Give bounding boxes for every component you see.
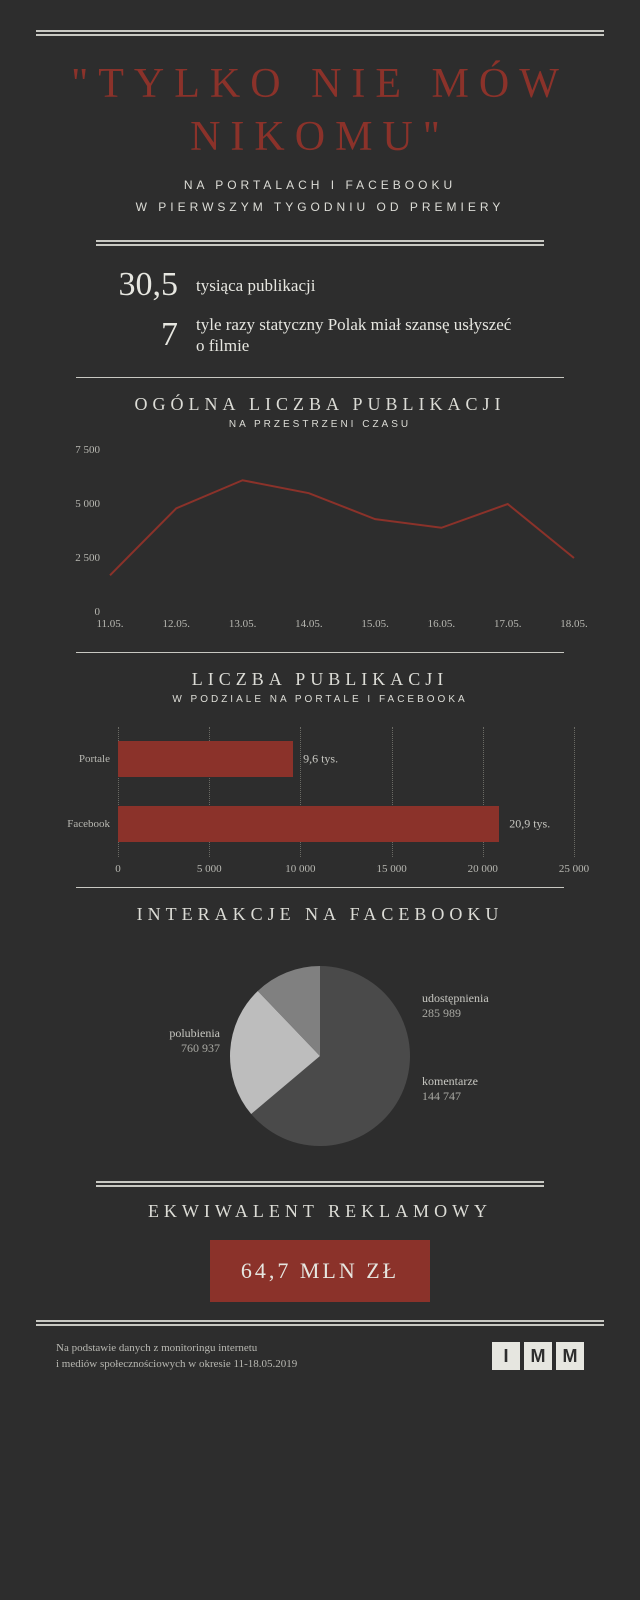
barchart-category: Facebook (56, 818, 110, 830)
barchart-value-label: 20,9 tys. (509, 817, 550, 832)
stat-value: 7 (76, 316, 196, 354)
subtitle-line-1: NA PORTALACH I FACEBOOKU (184, 178, 456, 192)
barchart-bar (118, 806, 499, 842)
linechart-title: OGÓLNA LICZBA PUBLIKACJI (36, 394, 604, 415)
barchart-x-tick: 0 (93, 863, 143, 875)
ave-title: EKWIWALENT REKLAMOWY (36, 1201, 604, 1222)
page-subtitle: NA PORTALACH I FACEBOOKU W PIERWSZYM TYG… (36, 175, 604, 218)
piechart-title: INTERAKCJE NA FACEBOOKU (36, 904, 604, 925)
logo-letter: M (524, 1342, 552, 1370)
stat-label: tyle razy statyczny Polak miał szansę us… (196, 314, 516, 357)
divider (76, 887, 564, 888)
bar-chart: 05 00010 00015 00020 00025 000Portale9,6… (56, 721, 584, 881)
title-rule (96, 240, 544, 246)
key-stats: 30,5 tysiąca publikacji 7 tyle razy stat… (76, 266, 564, 357)
divider (96, 1181, 544, 1187)
page-title: "TYLKO NIE MÓW NIKOMU" (36, 58, 604, 163)
footer-line-1: Na podstawie danych z monitoringu intern… (56, 1342, 257, 1354)
barchart-bar (118, 741, 293, 777)
barchart-value-label: 9,6 tys. (303, 752, 338, 767)
subtitle-line-2: W PIERWSZYM TYGODNIU OD PREMIERY (136, 200, 505, 214)
barchart-subtitle: W PODZIALE NA PORTALE I FACEBOOKA (36, 694, 604, 705)
footer-text: Na podstawie danych z monitoringu intern… (56, 1340, 297, 1373)
barchart-x-tick: 10 000 (275, 863, 325, 875)
stat-row: 30,5 tysiąca publikacji (76, 266, 564, 304)
logo-letter: I (492, 1342, 520, 1370)
logo-letter: M (556, 1342, 584, 1370)
top-rule (36, 30, 604, 36)
footer-line-2: i mediów społecznościowych w okresie 11-… (56, 1358, 297, 1370)
bottom-rule (36, 1320, 604, 1326)
barchart-x-tick: 25 000 (549, 863, 599, 875)
footer: Na podstawie danych z monitoringu intern… (56, 1340, 584, 1373)
barchart-x-tick: 5 000 (184, 863, 234, 875)
barchart-x-tick: 15 000 (367, 863, 417, 875)
stat-label: tysiąca publikacji (196, 275, 315, 296)
pie-slice-label: polubienia760 937 (100, 1026, 220, 1056)
pie-slice-label: komentarze144 747 (422, 1074, 478, 1104)
divider (76, 377, 564, 378)
barchart-gridline (574, 727, 575, 857)
linechart-subtitle: NA PRZESTRZENI CZASU (36, 419, 604, 430)
ave-value: 64,7 MLN ZŁ (210, 1240, 430, 1302)
divider (76, 652, 564, 653)
barchart-x-tick: 20 000 (458, 863, 508, 875)
barchart-category: Portale (56, 753, 110, 765)
line-chart: 02 5005 0007 50011.05.12.05.13.05.14.05.… (56, 446, 584, 636)
stat-value: 30,5 (76, 266, 196, 304)
barchart-title: LICZBA PUBLIKACJI (36, 669, 604, 690)
pie-slice-label: udostępnienia285 989 (422, 991, 489, 1021)
pie-chart: polubienia760 937 udostępnienia285 989 kom… (56, 941, 584, 1171)
stat-row: 7 tyle razy statyczny Polak miał szansę … (76, 314, 564, 357)
imm-logo: I M M (492, 1342, 584, 1370)
